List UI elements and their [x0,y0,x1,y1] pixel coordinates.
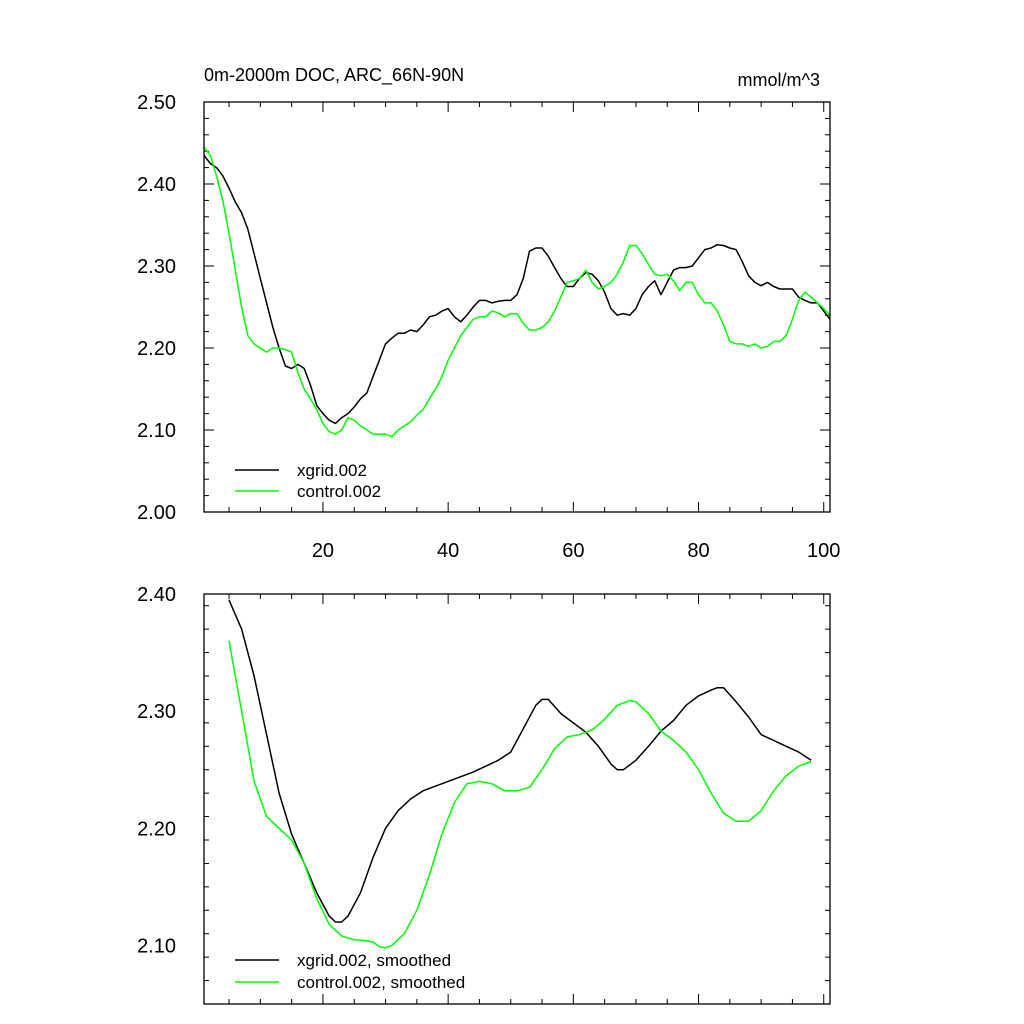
top-y-tick-labels: 2.00 2.10 2.20 2.30 2.40 2.50 [137,92,176,524]
y-tick-label: 2.00 [137,502,176,524]
units-label: mmol/m^3 [738,70,820,90]
legend-label-xgrid-smoothed: xgrid.002, smoothed [297,951,451,970]
y-tick-label: 2.50 [137,92,176,114]
y-tick-label: 2.10 [137,420,176,442]
y-tick-label: 2.40 [137,174,176,196]
top-ticks [204,101,830,513]
bottom-series-lines [228,599,812,949]
x-tick-label: 100 [807,540,840,562]
top-legend: xgrid.002 control.002 [235,461,381,501]
legend-label-control: control.002 [297,482,381,501]
legend-label-control-smoothed: control.002, smoothed [297,973,465,992]
series-line-control-002 [203,146,831,438]
series-line-xgrid-002-smoothed [228,599,812,923]
bottom-y-tick-labels: 2.10 2.20 2.30 2.40 [137,584,176,957]
x-tick-label: 60 [562,540,584,562]
top-series-lines [203,146,831,438]
y-tick-label: 2.30 [137,701,176,723]
y-tick-label: 2.20 [137,818,176,840]
bottom-ticks [204,594,830,1005]
y-tick-label: 2.10 [137,935,176,957]
y-tick-label: 2.40 [137,584,176,606]
x-tick-label: 40 [437,540,459,562]
bottom-panel: 2.10 2.20 2.30 2.40 xgrid.002, smoothed con… [137,584,831,1005]
series-line-xgrid-002 [203,154,831,425]
y-tick-label: 2.30 [137,256,176,278]
top-plot-frame [203,101,831,513]
top-panel: 0m-2000m DOC, ARC_66N-90N mmol/m^3 2.002… [137,65,840,562]
chart-title: 0m-2000m DOC, ARC_66N-90N [204,65,464,86]
legend-label-xgrid: xgrid.002 [297,461,367,480]
y-tick-label: 2.20 [137,338,176,360]
top-x-tick-labels: 20 40 60 80 100 [312,540,841,562]
bottom-plot-frame [203,593,831,1005]
series-line-control-002-smoothed [228,640,812,949]
x-tick-label: 20 [312,540,334,562]
x-tick-label: 80 [687,540,709,562]
bottom-legend: xgrid.002, smoothed control.002, smoothe… [235,951,465,992]
